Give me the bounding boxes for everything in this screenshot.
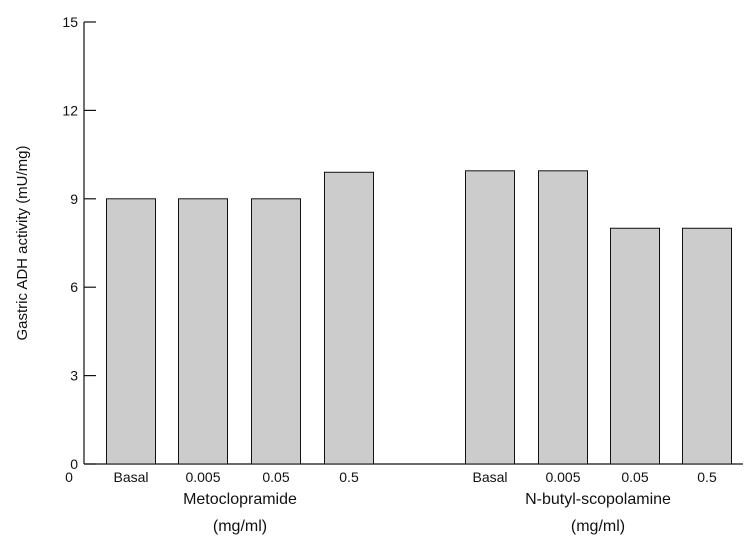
bar xyxy=(465,170,515,465)
group-label: Metoclopramide xyxy=(183,491,297,508)
x-tick-label: 0.005 xyxy=(545,469,580,485)
x-tick-labels: Basal 0.005 0.05 0.5 Basal 0.005 0.05 0.5 xyxy=(113,469,716,485)
bars xyxy=(106,170,732,465)
x-tick-label: 0.5 xyxy=(339,469,359,485)
y-tick-label: 0 xyxy=(70,456,78,472)
group-labels: Metoclopramide (mg/ml) N-butyl-scopolamine… xyxy=(183,491,671,535)
bar xyxy=(324,171,374,465)
bar xyxy=(610,227,660,465)
y-ticks: 0 3 6 9 12 15 xyxy=(62,14,96,472)
y-tick-label: 9 xyxy=(70,191,78,207)
x-tick-label: 0.05 xyxy=(262,469,289,485)
bar xyxy=(106,198,156,465)
x-tick-label: Basal xyxy=(472,469,507,485)
y-tick-label: 6 xyxy=(70,279,78,295)
y-tick-label: 12 xyxy=(62,102,78,118)
group-unit-label: (mg/ml) xyxy=(571,518,625,535)
y-axis-title: Gastric ADH activity (mU/mg) xyxy=(14,145,31,340)
bar xyxy=(682,227,732,465)
bar xyxy=(538,170,588,465)
x-tick-label: 0.05 xyxy=(621,469,648,485)
y-tick-label: 3 xyxy=(70,368,78,384)
group-label: N-butyl-scopolamine xyxy=(525,491,671,508)
x-tick-label: 0.005 xyxy=(185,469,220,485)
x-origin-label: 0 xyxy=(65,469,73,485)
bar xyxy=(251,198,301,465)
group-unit-label: (mg/ml) xyxy=(213,518,267,535)
y-tick-label: 15 xyxy=(62,14,78,30)
x-tick-label: Basal xyxy=(113,469,148,485)
x-tick-label: 0.5 xyxy=(697,469,717,485)
bar xyxy=(178,198,228,465)
